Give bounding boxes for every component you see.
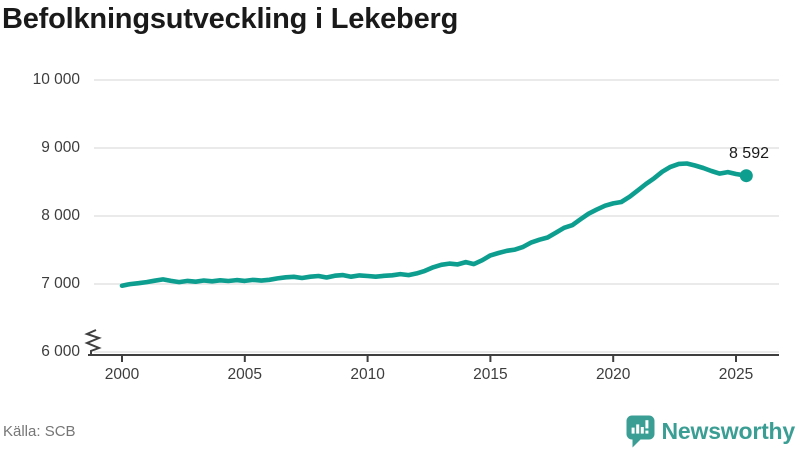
newsworthy-logo: Newsworthy bbox=[626, 414, 795, 448]
x-axis-tick-label: 2015 bbox=[473, 366, 508, 383]
end-point-marker bbox=[739, 169, 753, 183]
y-axis-tick-label: 10 000 bbox=[32, 71, 80, 88]
y-axis-tick-label: 7 000 bbox=[41, 275, 80, 292]
source-note: Källa: SCB bbox=[3, 423, 76, 440]
y-axis-break-icon bbox=[84, 329, 102, 356]
population-line-series bbox=[119, 161, 749, 289]
x-axis-tick-label: 2010 bbox=[350, 366, 385, 383]
y-axis-tick-label: 8 000 bbox=[41, 207, 80, 224]
x-axis-tick-label: 2025 bbox=[718, 366, 754, 383]
y-axis-tick-label: 6 000 bbox=[41, 343, 80, 360]
x-axis-tick-label: 2020 bbox=[595, 366, 631, 383]
x-axis-tick-label: 2000 bbox=[104, 366, 140, 383]
x-axis-tick-label: 2005 bbox=[227, 366, 263, 383]
newsworthy-wordmark: Newsworthy bbox=[661, 417, 796, 444]
y-axis-tick-label: 9 000 bbox=[41, 139, 80, 156]
newsworthy-bar-chart-bubble-icon bbox=[626, 415, 655, 447]
chart-title: Befolkningsutveckling i Lekeberg bbox=[2, 3, 459, 35]
end-point-label: 8 592 bbox=[728, 145, 769, 162]
